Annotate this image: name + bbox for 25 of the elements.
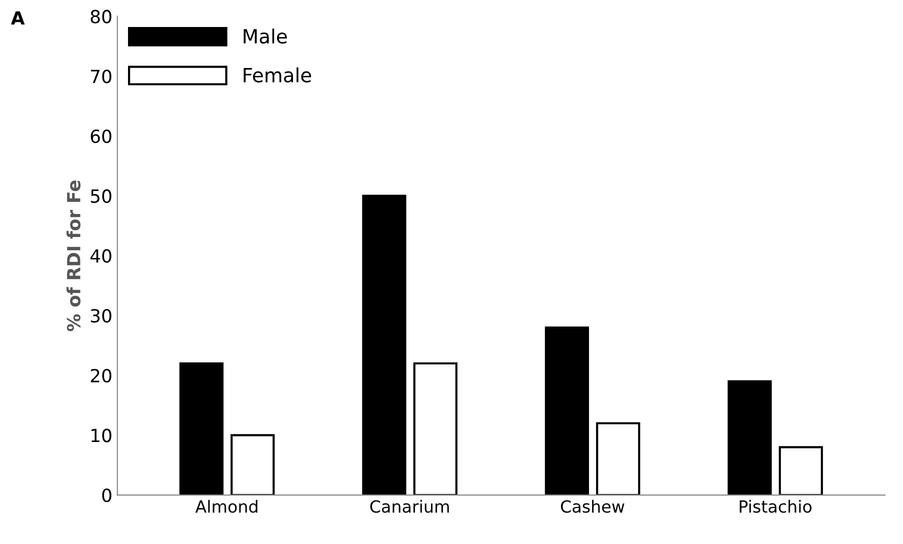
y-tick-label: 0	[102, 488, 112, 502]
bar	[362, 194, 406, 496]
x-tick-label: Pistachio	[740, 500, 812, 513]
x-tick-label: Almond	[195, 500, 258, 513]
y-tick-label: 30	[90, 308, 112, 323]
y-tick-label: 10	[92, 428, 112, 442]
text: A	[10, 11, 25, 24]
y-tick-label: 70	[91, 70, 112, 84]
y-tick-label: 50	[90, 189, 112, 203]
x-tick-label: Canarium	[370, 500, 449, 513]
bar	[544, 326, 590, 496]
y-tick-label: 60	[90, 129, 112, 144]
bar	[179, 362, 224, 496]
bar	[413, 362, 458, 496]
y-tick-label: 80	[90, 10, 112, 24]
legend-label: Female	[244, 67, 312, 82]
bar	[596, 422, 640, 496]
y-tick-label: 20	[90, 368, 112, 382]
bar	[778, 446, 823, 496]
legend-label: Male	[244, 28, 287, 44]
y-axis-title: % of RDI for Fe	[66, 180, 80, 332]
bar	[728, 380, 772, 496]
y-tick-label: 40	[90, 249, 112, 263]
x-tick-label: Cashew	[560, 500, 624, 513]
bar	[230, 434, 275, 496]
